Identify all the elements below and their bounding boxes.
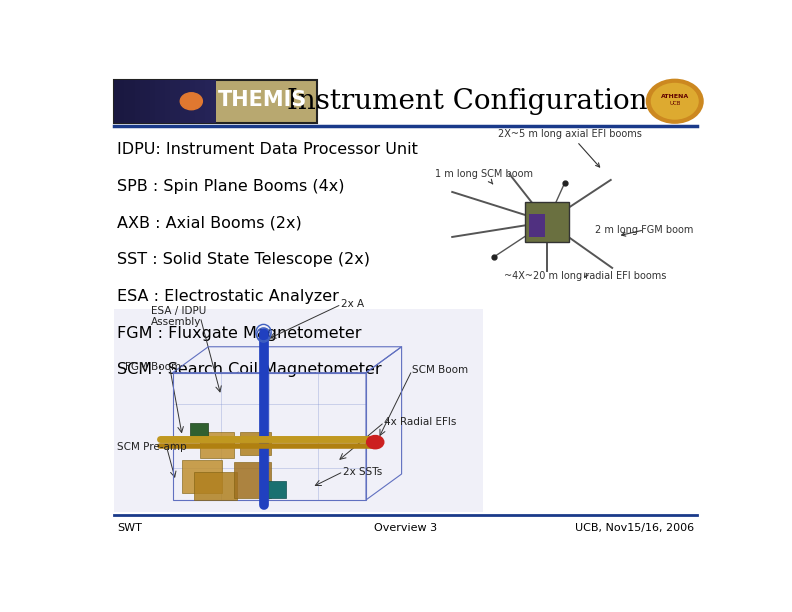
Text: 4x Radial EFIs: 4x Radial EFIs [384, 417, 457, 427]
Bar [120, 80, 124, 123]
Text: Assembly: Assembly [151, 317, 201, 327]
Text: ~4X~20 m long radial EFI booms: ~4X~20 m long radial EFI booms [505, 271, 667, 281]
Bar [170, 80, 175, 123]
Circle shape [651, 83, 699, 120]
Bar [155, 80, 160, 123]
Bar [200, 80, 205, 123]
Bar [194, 472, 237, 500]
Bar [529, 214, 545, 237]
Bar [114, 80, 215, 123]
Bar [165, 80, 170, 123]
Bar [180, 80, 185, 123]
Bar [173, 373, 366, 500]
Text: ATHENA: ATHENA [661, 94, 689, 99]
Text: 2x A: 2x A [341, 299, 364, 309]
Bar [190, 423, 208, 436]
Bar [139, 80, 145, 123]
Bar [200, 431, 234, 458]
Bar [145, 80, 150, 123]
Bar [268, 481, 286, 498]
Text: SST : Solid State Telescope (2x): SST : Solid State Telescope (2x) [117, 252, 371, 267]
Text: SCM Pre-amp: SCM Pre-amp [117, 442, 187, 452]
Text: SCM : Search Coil Magnetometer: SCM : Search Coil Magnetometer [117, 362, 382, 378]
Bar [124, 80, 130, 123]
Text: ESA / IDPU: ESA / IDPU [151, 307, 207, 316]
Text: THEMIS: THEMIS [218, 91, 307, 110]
Bar [205, 80, 211, 123]
Circle shape [367, 436, 384, 449]
Text: SCM Boom: SCM Boom [412, 365, 468, 375]
Text: SWT: SWT [117, 523, 143, 532]
Text: SPB : Spin Plane Booms (4x): SPB : Spin Plane Booms (4x) [117, 179, 345, 193]
Text: 2X~5 m long axial EFI booms: 2X~5 m long axial EFI booms [498, 129, 642, 167]
FancyBboxPatch shape [525, 201, 569, 242]
Text: ESA : Electrostatic Analyzer: ESA : Electrostatic Analyzer [117, 289, 339, 304]
Text: FGM : Fluxgate Magnetometer: FGM : Fluxgate Magnetometer [117, 326, 362, 340]
Bar [182, 460, 222, 493]
Text: UCB: UCB [669, 101, 680, 106]
Bar [150, 80, 155, 123]
Circle shape [647, 80, 703, 122]
Text: FGM Boom: FGM Boom [125, 362, 181, 371]
Bar [135, 80, 139, 123]
Bar [160, 80, 165, 123]
Bar [185, 80, 190, 123]
Bar [190, 80, 196, 123]
Circle shape [181, 93, 203, 110]
Bar [234, 462, 271, 498]
Text: UCB, Nov15/16, 2006: UCB, Nov15/16, 2006 [575, 523, 695, 532]
Bar [240, 431, 271, 455]
Text: Instrument Configuration: Instrument Configuration [287, 88, 648, 114]
Bar [114, 80, 120, 123]
Bar [114, 80, 317, 123]
Text: IDPU: Instrument Data Processor Unit: IDPU: Instrument Data Processor Unit [117, 142, 418, 157]
Bar [130, 80, 135, 123]
Bar [211, 80, 215, 123]
Text: 1 m long SCM boom: 1 m long SCM boom [436, 169, 533, 184]
Bar [114, 309, 482, 512]
Text: 2 m long FGM boom: 2 m long FGM boom [595, 225, 693, 236]
Text: 2x SSTs: 2x SSTs [343, 466, 383, 477]
Text: AXB : Axial Booms (2x): AXB : Axial Booms (2x) [117, 215, 303, 230]
Bar [175, 80, 180, 123]
Bar [196, 80, 200, 123]
Text: Overview 3: Overview 3 [375, 523, 437, 532]
